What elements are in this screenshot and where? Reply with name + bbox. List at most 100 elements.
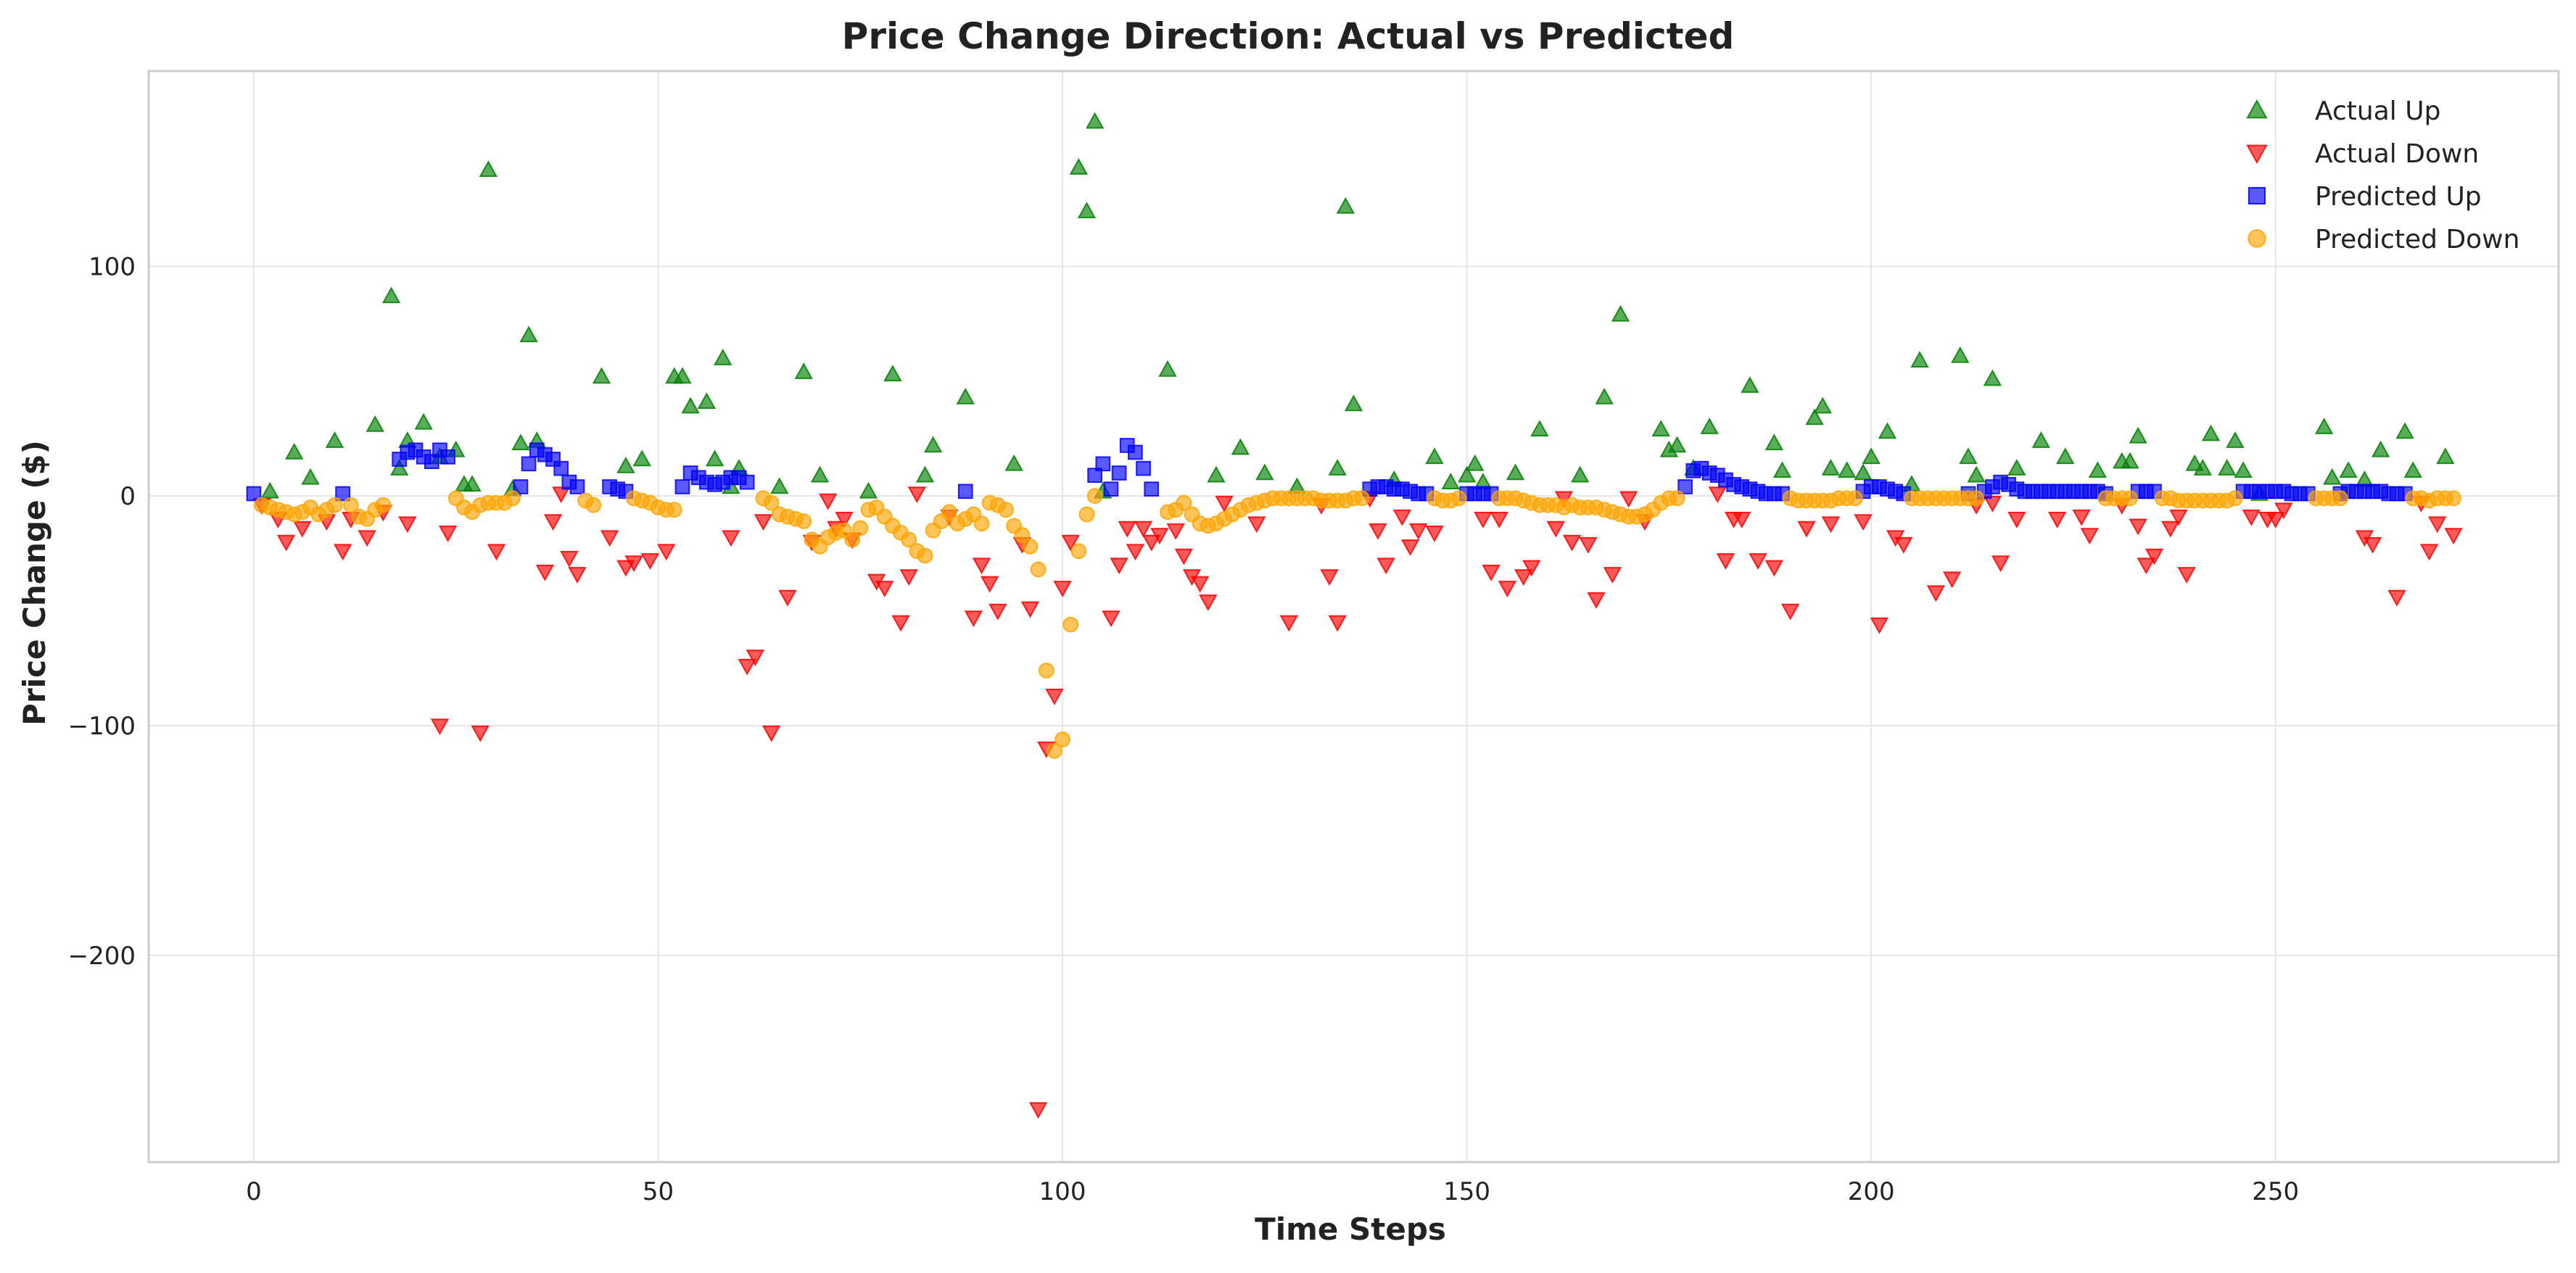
actual-down-point — [2161, 521, 2180, 538]
actual-down-point — [535, 564, 555, 581]
actual-up-point — [705, 449, 724, 467]
actual-down-point — [1020, 601, 1040, 618]
actual-down-point — [746, 650, 765, 667]
actual-down-point — [2387, 589, 2406, 607]
actual-down-point — [1215, 495, 1234, 513]
predicted-down-point — [1846, 490, 1863, 507]
actual-up-point — [2314, 418, 2334, 434]
actual-down-point — [552, 486, 571, 504]
actual-down-point — [640, 553, 660, 570]
x-axis-label: Time Steps — [1255, 1211, 1446, 1247]
actual-down-point — [778, 589, 797, 607]
actual-up-point — [1069, 158, 1089, 175]
y-tick-label: −200 — [68, 942, 136, 971]
actual-down-point — [1870, 617, 1889, 634]
actual-up-point — [463, 475, 482, 492]
predicted-down-point — [763, 494, 780, 511]
actual-down-point — [600, 530, 619, 547]
predicted-down-point — [666, 502, 682, 518]
actual-up-point — [2403, 461, 2422, 478]
predicted-down-point — [2122, 490, 2138, 507]
predicted-up-point — [1103, 481, 1119, 497]
x-tick-label: 200 — [1848, 1177, 1895, 1206]
chart-title: Price Change Direction: Actual vs Predic… — [842, 15, 1735, 57]
actual-up-point — [1854, 463, 1873, 481]
legend: Actual Up Actual Down Predicted Up Predicte… — [2246, 96, 2519, 254]
predicted-down-point — [2227, 490, 2243, 507]
actual-up-point — [592, 367, 611, 384]
actual-down-point — [1247, 516, 1266, 534]
actual-down-point — [1126, 544, 1145, 561]
actual-down-point — [1579, 536, 1598, 554]
predicted-down-point — [375, 497, 392, 513]
actual-down-point — [2129, 518, 2147, 536]
actual-down-point — [1821, 516, 1841, 534]
actual-up-point — [1158, 360, 1177, 377]
predicted-up-point — [1111, 465, 1127, 481]
actual-up-point — [770, 477, 789, 494]
predicted-down-point — [1014, 527, 1031, 543]
actual-up-point — [810, 465, 830, 483]
actual-up-point — [697, 392, 717, 410]
legend-marker-actual-up — [2246, 99, 2268, 119]
actual-up-point — [1457, 465, 1477, 483]
actual-down-point — [1199, 594, 1218, 611]
actual-down-point — [1603, 567, 1622, 584]
actual-up-point — [1821, 459, 1841, 476]
predicted-down-point — [342, 497, 359, 513]
predicted-up-point — [424, 454, 439, 469]
y-axis-ticks: −200 −100 0 100 — [68, 252, 136, 971]
y-axis-label: Price Change ($) — [17, 440, 52, 726]
predicted-up-point — [440, 449, 455, 465]
predicted-up-point — [1128, 444, 1143, 460]
predicted-down-point — [1176, 494, 1192, 511]
actual-down-point — [1425, 526, 1444, 542]
actual-up-point — [2007, 459, 2026, 476]
actual-up-point — [2201, 424, 2221, 441]
actual-down-point — [2047, 512, 2067, 528]
actual-down-point — [2177, 567, 2196, 584]
actual-down-point — [430, 718, 450, 736]
actual-up-point — [956, 387, 975, 405]
actual-down-point — [2274, 502, 2293, 520]
actual-down-series — [252, 486, 2463, 1119]
actual-down-point — [1474, 512, 1493, 528]
legend-marker-predicted-up — [2247, 186, 2266, 205]
actual-down-point — [1368, 523, 1387, 540]
actual-down-point — [972, 557, 991, 575]
predicted-up-point — [569, 479, 585, 494]
actual-down-point — [358, 530, 376, 547]
actual-down-point — [1118, 521, 1136, 538]
actual-up-point — [1813, 397, 1832, 414]
actual-down-point — [1376, 557, 1395, 575]
actual-down-point — [1854, 514, 1873, 531]
actual-down-point — [1150, 528, 1169, 545]
legend-item-predicted-up: Predicted Up — [2247, 182, 2482, 212]
actual-up-point — [519, 325, 538, 343]
actual-up-point — [681, 397, 700, 414]
actual-down-point — [1328, 615, 1347, 632]
actual-down-point — [543, 514, 563, 531]
predicted-down-point — [844, 531, 861, 548]
actual-down-point — [1279, 615, 1298, 632]
predicted-up-point — [1136, 460, 1151, 476]
predicted-down-point — [1669, 490, 1685, 507]
predicted-up-point — [521, 456, 537, 472]
predicted-down-point — [941, 504, 957, 521]
x-tick-label: 250 — [2252, 1177, 2299, 1206]
actual-up-point — [325, 431, 344, 448]
actual-up-point — [1530, 420, 1549, 437]
actual-up-point — [285, 442, 304, 460]
actual-up-point — [389, 459, 409, 476]
actual-down-point — [2137, 557, 2155, 575]
predicted-down-point — [998, 502, 1014, 518]
actual-down-point — [818, 493, 838, 510]
actual-up-point — [2226, 431, 2245, 448]
actual-down-point — [1894, 536, 1913, 554]
x-tick-label: 100 — [1039, 1177, 1086, 1206]
predicted-up-point — [1087, 468, 1103, 483]
actual-up-point — [1336, 196, 1355, 214]
actual-down-point — [1134, 521, 1153, 538]
